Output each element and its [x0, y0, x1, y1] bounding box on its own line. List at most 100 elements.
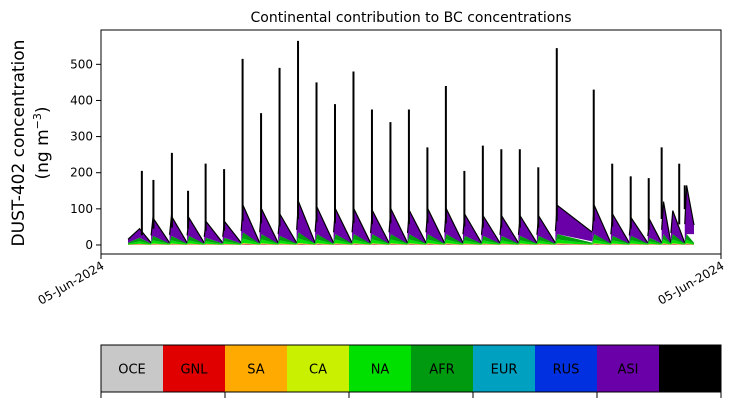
area-cycle [314, 82, 335, 245]
area-layer-asi [151, 217, 170, 244]
area-layer-afr [610, 235, 630, 245]
area-layer-afr [481, 235, 500, 245]
area-cycle [660, 147, 672, 245]
area-layer-oce [352, 244, 371, 245]
area-layer-gnl [536, 244, 556, 245]
area-layer-afr [204, 237, 223, 245]
y-tick-label: 200 [70, 166, 93, 180]
area-cycle [203, 163, 224, 245]
area-layer-oce [426, 244, 445, 245]
area-cycle [591, 89, 612, 245]
area-layer-sa [407, 243, 427, 245]
y-tick-label: 0 [85, 238, 93, 252]
area-layer-na [407, 239, 427, 245]
area-layer-na [499, 240, 519, 245]
area-layer-sa [204, 244, 223, 245]
area-layer-na [536, 240, 556, 245]
area-layer-gnl [128, 244, 152, 245]
area-layer-asi [592, 205, 611, 244]
area-layer-na [128, 241, 152, 245]
area-layer-na [241, 238, 260, 245]
area-layer-asi [128, 228, 152, 244]
area-layer-na [518, 240, 537, 245]
area-layer-ca [610, 243, 630, 245]
area-layer-gnl [204, 244, 223, 245]
y-tick-label: 300 [70, 130, 93, 144]
area-layer-na [370, 239, 390, 245]
legend-label-aus: AUS [677, 363, 704, 378]
area-layer-ca [536, 243, 556, 245]
area-cycle [277, 67, 298, 245]
area-layer-afr [462, 235, 482, 245]
area-cycle [259, 113, 279, 245]
area-layer-gnl [151, 244, 170, 245]
area-layer-gnl [169, 244, 188, 245]
area-layer-sa [187, 243, 205, 245]
area-layer-gnl [592, 243, 611, 245]
legend-label-oce: OCE [118, 363, 146, 378]
area-layer-sa [462, 243, 482, 245]
area-layer-gnl [499, 244, 519, 245]
area-layer-ca [169, 243, 188, 245]
area-layer-afr [499, 235, 519, 245]
area-layer-sa [241, 243, 260, 245]
area-layer-na [592, 239, 611, 245]
area-layer-sa [499, 243, 519, 245]
area-layer-gnl [222, 244, 242, 245]
area-layer-oce [670, 244, 685, 245]
area-layer-afr [241, 232, 260, 244]
y-tick-label: 400 [70, 93, 93, 107]
area-layer-ca [333, 243, 353, 245]
area-layer-asi [610, 214, 630, 244]
area-layer-afr [555, 234, 593, 244]
area-layer-sa [426, 243, 445, 245]
area-layer-gnl [370, 243, 390, 245]
x-tick-label: 05-Jun-2024 [36, 258, 107, 307]
area-layer-gnl [259, 243, 279, 245]
legend-label-asi: ASI [618, 363, 639, 378]
area-layer-na [389, 239, 408, 245]
area-layer-afr [296, 232, 316, 244]
area-cycle [168, 152, 188, 245]
area-layer-na [333, 239, 353, 245]
area-layer-na [670, 239, 685, 245]
area-layer-gnl [187, 244, 205, 245]
area-layer-gnl [278, 244, 297, 245]
area-layer-sa [629, 243, 648, 245]
area-layer-sa [647, 244, 662, 245]
area-layer-oce [333, 244, 353, 245]
area-layer-afr [370, 234, 390, 244]
area-layer-asi [555, 205, 593, 242]
area-cycle [462, 170, 482, 245]
area-layer-na [151, 240, 170, 245]
area-layer-afr [629, 235, 648, 245]
legend-label-afr: AFR [429, 363, 454, 378]
area-cycle [296, 40, 316, 245]
area-layer-afr [647, 237, 662, 245]
area-layer-ca [661, 243, 671, 245]
total-outline [127, 227, 152, 244]
area-layer-gnl [333, 243, 353, 245]
legend-label-eur: EUR [491, 363, 518, 378]
area-layer-na [629, 240, 648, 245]
area-layer-sa [389, 243, 408, 245]
area-layer-sa [296, 243, 316, 245]
total-outline [670, 210, 686, 244]
area-cycle [240, 58, 261, 245]
total-outline [684, 185, 695, 226]
area-layer-na [661, 239, 671, 245]
area-layer-asi [481, 216, 500, 244]
area-layer-oce [407, 244, 427, 245]
area-layer-ca [278, 243, 297, 245]
area-cycle [480, 145, 501, 245]
area-layer-sa [661, 243, 671, 245]
area-layer-gnl [296, 243, 316, 245]
area-layer-asi [462, 214, 482, 244]
area-cycle [683, 185, 695, 245]
area-layer-sa [536, 243, 556, 245]
area-cycle [186, 190, 205, 245]
area-layer-ca [592, 243, 611, 245]
area-layer-sa [481, 243, 500, 245]
y-axis-label-unit-prefix: (ng m [33, 129, 53, 179]
area-layer-asi [315, 207, 334, 244]
